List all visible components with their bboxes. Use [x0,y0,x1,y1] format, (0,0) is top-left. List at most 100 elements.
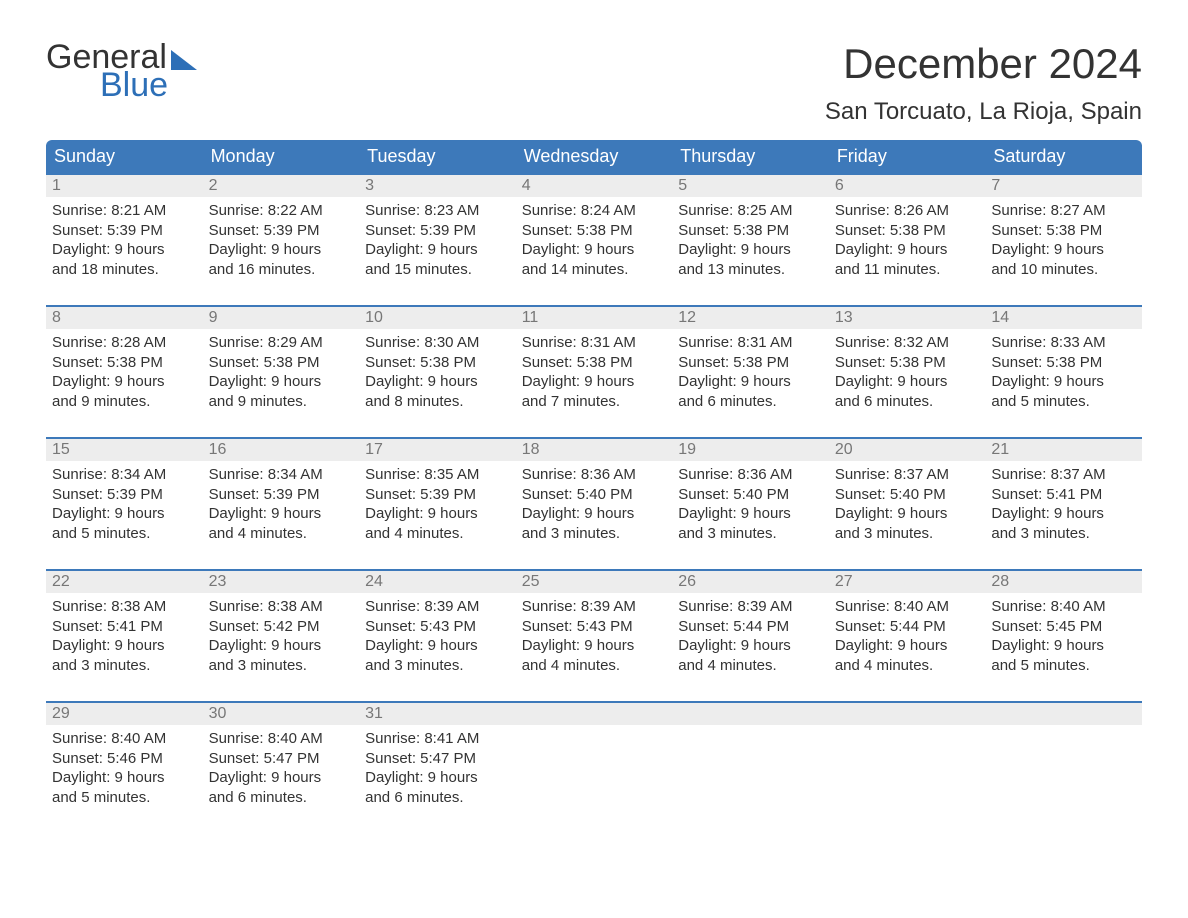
day-detail-line: and 9 minutes. [52,392,197,412]
day-detail-line: Sunrise: 8:40 AM [991,597,1136,617]
day-details: Sunrise: 8:40 AMSunset: 5:45 PMDaylight:… [985,593,1142,679]
day-detail-line: and 16 minutes. [209,260,354,280]
day-number-bar: 19 [672,437,829,461]
day-detail-line: Sunset: 5:47 PM [365,749,510,769]
day-detail-line: Sunset: 5:40 PM [522,485,667,505]
day-number-bar: 30 [203,701,360,725]
day-details: Sunrise: 8:31 AMSunset: 5:38 PMDaylight:… [672,329,829,415]
day-number-bar: 10 [359,305,516,329]
weekday-header: Thursday [672,140,829,173]
day-detail-line: Daylight: 9 hours [522,372,667,392]
day-details: Sunrise: 8:40 AMSunset: 5:46 PMDaylight:… [46,725,203,811]
calendar-day-cell: 29Sunrise: 8:40 AMSunset: 5:46 PMDayligh… [46,701,203,833]
day-detail-line: Sunset: 5:47 PM [209,749,354,769]
day-details: Sunrise: 8:24 AMSunset: 5:38 PMDaylight:… [516,197,673,283]
weekday-header: Saturday [985,140,1142,173]
day-detail-line: and 6 minutes. [678,392,823,412]
day-detail-line: Sunset: 5:38 PM [678,221,823,241]
day-detail-line: Sunset: 5:38 PM [522,353,667,373]
day-number-bar: 15 [46,437,203,461]
day-detail-line: Sunset: 5:39 PM [52,485,197,505]
day-number-bar: 16 [203,437,360,461]
location-subtitle: San Torcuato, La Rioja, Spain [825,98,1142,126]
day-number-bar: 26 [672,569,829,593]
calendar-day-cell: 4Sunrise: 8:24 AMSunset: 5:38 PMDaylight… [516,173,673,305]
day-detail-line: Daylight: 9 hours [209,240,354,260]
day-detail-line: and 6 minutes. [835,392,980,412]
calendar-day-cell: 22Sunrise: 8:38 AMSunset: 5:41 PMDayligh… [46,569,203,701]
day-detail-line: Sunrise: 8:38 AM [52,597,197,617]
brand-flag-icon [171,50,197,70]
day-detail-line: Sunrise: 8:33 AM [991,333,1136,353]
day-number-bar: 21 [985,437,1142,461]
day-detail-line: and 7 minutes. [522,392,667,412]
day-detail-line: Sunrise: 8:31 AM [522,333,667,353]
day-details: Sunrise: 8:21 AMSunset: 5:39 PMDaylight:… [46,197,203,283]
day-detail-line: Daylight: 9 hours [52,504,197,524]
day-detail-line: Sunrise: 8:31 AM [678,333,823,353]
day-detail-line: and 3 minutes. [835,524,980,544]
day-detail-line: Sunset: 5:43 PM [365,617,510,637]
calendar-day-cell: 31Sunrise: 8:41 AMSunset: 5:47 PMDayligh… [359,701,516,833]
calendar-day-cell: 7Sunrise: 8:27 AMSunset: 5:38 PMDaylight… [985,173,1142,305]
day-details: Sunrise: 8:40 AMSunset: 5:44 PMDaylight:… [829,593,986,679]
calendar-day-cell: 11Sunrise: 8:31 AMSunset: 5:38 PMDayligh… [516,305,673,437]
day-detail-line: Sunrise: 8:40 AM [52,729,197,749]
day-details: Sunrise: 8:34 AMSunset: 5:39 PMDaylight:… [46,461,203,547]
calendar-day-cell: 12Sunrise: 8:31 AMSunset: 5:38 PMDayligh… [672,305,829,437]
day-detail-line: Daylight: 9 hours [991,636,1136,656]
day-detail-line: Sunset: 5:38 PM [209,353,354,373]
day-number-bar: 29 [46,701,203,725]
day-number-bar: 9 [203,305,360,329]
day-detail-line: and 3 minutes. [209,656,354,676]
day-number-bar: 12 [672,305,829,329]
day-detail-line: Sunset: 5:38 PM [991,221,1136,241]
day-detail-line: Sunset: 5:41 PM [991,485,1136,505]
brand-logo: General Blue [46,40,197,102]
day-detail-line: and 4 minutes. [522,656,667,676]
day-detail-line: Sunrise: 8:36 AM [678,465,823,485]
day-details: Sunrise: 8:31 AMSunset: 5:38 PMDaylight:… [516,329,673,415]
day-number-bar: 7 [985,173,1142,197]
day-details: Sunrise: 8:37 AMSunset: 5:41 PMDaylight:… [985,461,1142,547]
day-detail-line: Daylight: 9 hours [365,504,510,524]
calendar-day-cell [985,701,1142,833]
day-detail-line: Sunrise: 8:37 AM [835,465,980,485]
day-detail-line: and 6 minutes. [209,788,354,808]
day-details: Sunrise: 8:39 AMSunset: 5:43 PMDaylight:… [516,593,673,679]
day-detail-line: Sunrise: 8:22 AM [209,201,354,221]
calendar-week-row: 8Sunrise: 8:28 AMSunset: 5:38 PMDaylight… [46,305,1142,437]
day-detail-line: Sunset: 5:38 PM [522,221,667,241]
day-detail-line: Daylight: 9 hours [209,768,354,788]
day-details: Sunrise: 8:22 AMSunset: 5:39 PMDaylight:… [203,197,360,283]
day-detail-line: Daylight: 9 hours [678,504,823,524]
day-detail-line: Sunset: 5:45 PM [991,617,1136,637]
day-detail-line: Sunset: 5:39 PM [209,221,354,241]
day-detail-line: and 3 minutes. [991,524,1136,544]
day-details: Sunrise: 8:39 AMSunset: 5:44 PMDaylight:… [672,593,829,679]
day-detail-line: and 11 minutes. [835,260,980,280]
day-detail-line: Sunrise: 8:37 AM [991,465,1136,485]
day-detail-line: and 4 minutes. [209,524,354,544]
day-detail-line: Sunrise: 8:21 AM [52,201,197,221]
calendar-day-cell: 19Sunrise: 8:36 AMSunset: 5:40 PMDayligh… [672,437,829,569]
calendar-day-cell: 16Sunrise: 8:34 AMSunset: 5:39 PMDayligh… [203,437,360,569]
day-detail-line: Sunset: 5:38 PM [835,221,980,241]
day-detail-line: Daylight: 9 hours [52,240,197,260]
calendar-day-cell: 14Sunrise: 8:33 AMSunset: 5:38 PMDayligh… [985,305,1142,437]
day-detail-line: and 18 minutes. [52,260,197,280]
day-number-bar: 1 [46,173,203,197]
calendar-day-cell [672,701,829,833]
day-detail-line: Sunset: 5:39 PM [209,485,354,505]
calendar-table: SundayMondayTuesdayWednesdayThursdayFrid… [46,140,1142,833]
day-details: Sunrise: 8:29 AMSunset: 5:38 PMDaylight:… [203,329,360,415]
day-detail-line: Daylight: 9 hours [52,636,197,656]
day-number-bar: 23 [203,569,360,593]
day-detail-line: Daylight: 9 hours [209,636,354,656]
day-number-bar: 18 [516,437,673,461]
day-number-bar [516,701,673,725]
day-number-bar [672,701,829,725]
day-details: Sunrise: 8:37 AMSunset: 5:40 PMDaylight:… [829,461,986,547]
day-details: Sunrise: 8:40 AMSunset: 5:47 PMDaylight:… [203,725,360,811]
calendar-week-row: 29Sunrise: 8:40 AMSunset: 5:46 PMDayligh… [46,701,1142,833]
